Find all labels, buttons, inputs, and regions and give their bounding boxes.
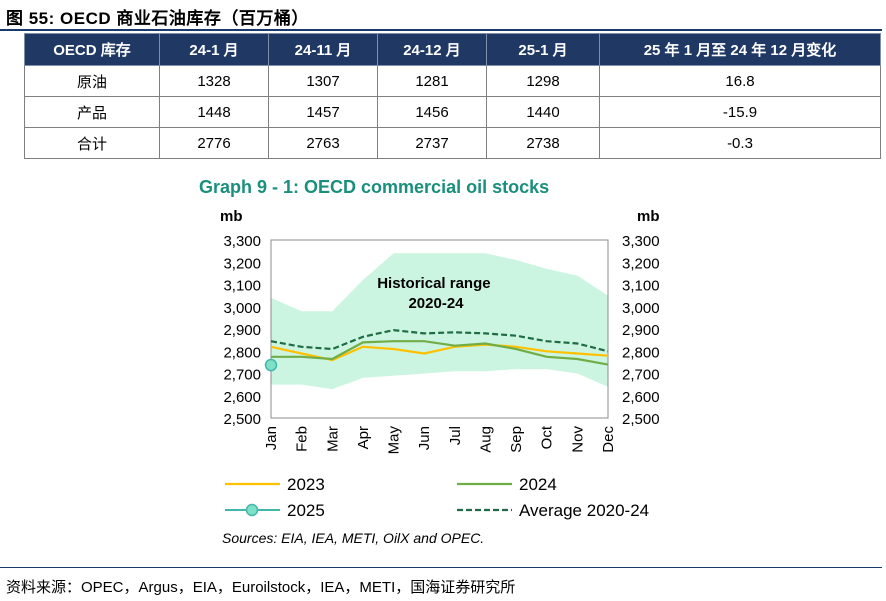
table-cell: 原油	[24, 65, 160, 97]
table-row: 原油 1328 1307 1281 1298 16.8	[24, 65, 881, 97]
y-tick-label-right: 3,200	[622, 255, 660, 272]
x-tick-label: Aug	[477, 426, 494, 453]
y-tick-label-left: 2,600	[223, 389, 261, 406]
table-header-cell: 25 年 1 月至 24 年 12 月变化	[599, 33, 881, 66]
table-header-cell: OECD 库存	[24, 33, 160, 66]
x-tick-label: Dec	[600, 426, 617, 453]
title-rule	[0, 29, 882, 31]
x-tick-label: Oct	[539, 425, 556, 449]
table-cell: -0.3	[599, 127, 881, 159]
table-row: 合计 2776 2763 2737 2738 -0.3	[24, 127, 881, 159]
table-header-cell: 24-12 月	[377, 33, 487, 66]
plot-border	[270, 239, 609, 419]
y-axis-right-unit: mb	[637, 208, 660, 225]
table-cell: 1440	[486, 96, 600, 128]
y-tick-label-right: 3,100	[622, 278, 660, 295]
series-line-2024	[271, 340, 609, 366]
series-point-2025	[264, 358, 278, 372]
y-axis-left-unit: mb	[220, 208, 243, 225]
table-cell: 1457	[268, 96, 378, 128]
y-tick-label-left: 3,200	[223, 255, 261, 272]
legend-label: Average 2020-24	[519, 501, 649, 520]
y-tick-label-right: 2,800	[622, 344, 660, 361]
x-tick-label: Jan	[263, 426, 280, 450]
table-cell: 1298	[486, 65, 600, 97]
y-tick-label-left: 3,100	[223, 278, 261, 295]
chart-sources: Sources: EIA, IEA, METI, OilX and OPEC.	[222, 530, 484, 546]
y-tick-label-left: 2,800	[223, 344, 261, 361]
legend-marker	[245, 503, 259, 517]
y-tick-label-right: 2,900	[622, 322, 660, 339]
table-header-row: OECD 库存 24-1 月 24-11 月 24-12 月 25-1 月 25…	[24, 33, 881, 66]
range-annotation-line: Historical range	[377, 275, 490, 292]
table-cell: 产品	[24, 96, 160, 128]
y-tick-label-left: 3,300	[223, 233, 261, 250]
x-tick-label: Mar	[324, 426, 341, 452]
x-tick-label: Feb	[294, 426, 311, 452]
chart-legend: 2023 2024 2025 Average 2020-24	[225, 475, 649, 520]
y-tick-label-right: 2,500	[622, 411, 660, 428]
x-tick-label: Sep	[508, 426, 525, 453]
y-tick-label-left: 2,700	[223, 367, 261, 384]
historical-range-band	[271, 253, 608, 390]
legend-label: 2025	[287, 501, 325, 520]
y-tick-label-left: 3,000	[223, 300, 261, 317]
y-tick-label-right: 3,300	[622, 233, 660, 250]
table-cell: -15.9	[599, 96, 881, 128]
table-cell: 1448	[159, 96, 269, 128]
bottom-rule	[0, 567, 882, 568]
table-cell: 合计	[24, 127, 160, 159]
range-annotation-line: 2020-24	[408, 295, 464, 312]
legend-label: 2023	[287, 475, 325, 494]
range-annotation: Historical range 2020-24	[377, 275, 495, 312]
oecd-stock-table: OECD 库存 24-1 月 24-11 月 24-12 月 25-1 月 25…	[24, 33, 881, 159]
y-tick-label-right: 2,700	[622, 367, 660, 384]
chart-title: Graph 9 - 1: OECD commercial oil stocks	[199, 177, 549, 197]
table-cell: 2763	[268, 127, 378, 159]
table-header-cell: 24-11 月	[268, 33, 378, 66]
table-header-cell: 25-1 月	[486, 33, 600, 66]
y-tick-label-left: 2,900	[223, 322, 261, 339]
x-tick-label: Jul	[447, 426, 464, 445]
figure-source: 资料来源：OPEC，Argus，EIA，Euroilstock，IEA，METI…	[6, 579, 516, 596]
y-tick-label-left: 2,500	[223, 411, 261, 428]
x-tick-label: Jun	[416, 426, 433, 450]
table-cell: 1328	[159, 65, 269, 97]
y-tick-label-right: 3,000	[622, 300, 660, 317]
series-line-average-2020-24	[270, 328, 609, 353]
table-cell: 2737	[377, 127, 487, 159]
legend-label: 2024	[519, 475, 557, 494]
y-tick-label-right: 2,600	[622, 389, 660, 406]
x-tick-label: Nov	[569, 426, 586, 453]
x-tick-label: May	[386, 426, 403, 455]
table-row: 产品 1448 1457 1456 1440 -15.9	[24, 96, 881, 128]
x-tick-label: Apr	[355, 426, 372, 449]
table-cell: 2776	[159, 127, 269, 159]
figure-title: 图 55: OECD 商业石油库存（百万桶）	[6, 9, 309, 28]
table-header-cell: 24-1 月	[159, 33, 269, 66]
table-cell: 1307	[268, 65, 378, 97]
plot-area: 3,300 3,300 3,200 3,200 3,100 3,100 3,000 3,000…	[223, 233, 659, 454]
